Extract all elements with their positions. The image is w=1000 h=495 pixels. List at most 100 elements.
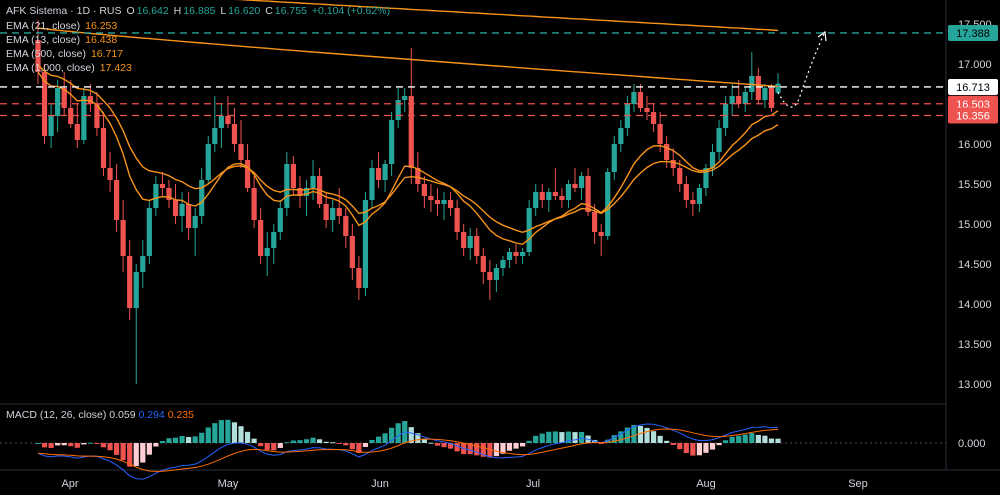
macd-hist-bar bbox=[716, 443, 722, 446]
macd-hist-bar bbox=[35, 443, 41, 444]
open-value: 16.642 bbox=[136, 5, 169, 17]
macd-hist-bar bbox=[48, 443, 54, 448]
candle-body bbox=[441, 200, 447, 204]
candle-body bbox=[310, 176, 316, 188]
macd-hist-bar bbox=[742, 434, 748, 443]
candle-body bbox=[218, 116, 224, 128]
candle-body bbox=[506, 252, 513, 260]
candle-body bbox=[395, 100, 401, 120]
macd-hist-bar bbox=[447, 443, 454, 449]
candle-body bbox=[736, 96, 742, 104]
candle-body bbox=[113, 180, 120, 220]
macd-hist-bar bbox=[120, 443, 126, 461]
macd-hist-bar bbox=[336, 443, 342, 444]
macd-hist-bar bbox=[598, 443, 604, 444]
macd-hist-bar bbox=[513, 443, 519, 449]
ema-13-label: EMA (13, close) bbox=[6, 34, 81, 46]
macd-hist-bar bbox=[159, 441, 166, 443]
macd-hist-bar bbox=[749, 433, 755, 443]
macd-hist-bar bbox=[100, 443, 107, 448]
ema-500-legend[interactable]: EMA (500, close) 16.717 bbox=[6, 47, 125, 61]
candle-body bbox=[238, 144, 244, 160]
candle-body bbox=[61, 88, 67, 108]
candle-body bbox=[41, 72, 48, 136]
macd-hist-bar bbox=[736, 435, 742, 443]
ema-500-line bbox=[37, 27, 779, 88]
candle-body bbox=[690, 200, 696, 204]
macd-hist-bar bbox=[696, 443, 703, 456]
macd-hist-bar bbox=[572, 432, 578, 443]
price-badge-label: 16.356 bbox=[956, 111, 990, 123]
macd-hist-bar bbox=[395, 423, 401, 443]
macd-hist-bar bbox=[637, 425, 644, 443]
symbol-name[interactable]: AFK Sistema · 1D · RUS bbox=[6, 5, 122, 17]
close-label: C bbox=[265, 5, 273, 17]
candle-body bbox=[461, 232, 467, 248]
candle-body bbox=[644, 108, 650, 112]
macd-hist-bar bbox=[303, 439, 310, 443]
macd-signal-line bbox=[37, 428, 779, 472]
macd-hist-bar bbox=[349, 443, 355, 450]
candle-body bbox=[696, 188, 703, 204]
macd-hist-bar bbox=[61, 443, 67, 446]
macd-hist-bar bbox=[153, 443, 159, 447]
ema-1000-legend[interactable]: EMA (1,000, close) 17.423 bbox=[6, 61, 134, 75]
candle-body bbox=[559, 196, 565, 200]
macd-hist-bar bbox=[677, 443, 683, 450]
open-label: O bbox=[126, 5, 135, 17]
candle-body bbox=[598, 232, 604, 236]
macd-hist-bar bbox=[480, 443, 486, 457]
candle-body bbox=[81, 96, 87, 140]
candle-body bbox=[199, 180, 205, 216]
ema-500-value: 16.717 bbox=[90, 48, 124, 60]
change-value: +0.104 (+0.62%) bbox=[311, 5, 391, 17]
candle-body bbox=[513, 252, 519, 256]
macd-legend[interactable]: MACD (12, 26, close) 0.059 0.294 0.235 bbox=[6, 409, 194, 421]
ema-13-value: 16.438 bbox=[85, 34, 118, 46]
candle-body bbox=[480, 256, 486, 272]
macd-hist-bar bbox=[55, 443, 61, 446]
macd-hist-bar bbox=[546, 431, 552, 443]
price-badge bbox=[948, 107, 998, 124]
projection-path bbox=[777, 33, 825, 108]
macd-hist-bar bbox=[244, 431, 251, 443]
macd-line bbox=[37, 423, 779, 480]
macd-hist-bar bbox=[500, 443, 506, 454]
candle-body bbox=[428, 196, 434, 200]
candle-body bbox=[565, 184, 572, 200]
macd-hist-bar bbox=[611, 435, 617, 443]
candle-body bbox=[323, 204, 329, 220]
ema-21-legend[interactable]: EMA (21, close) 16.253 bbox=[6, 19, 119, 33]
candle-body bbox=[408, 96, 414, 168]
candle-body bbox=[251, 188, 257, 220]
macd-hist-bar bbox=[186, 436, 192, 443]
candle-body bbox=[74, 124, 80, 140]
candle-body bbox=[546, 192, 552, 200]
ema-1000-label: EMA (1,000, close) bbox=[6, 62, 95, 74]
macd-hist-value: 0.059 bbox=[109, 409, 136, 421]
candle-body bbox=[421, 184, 427, 196]
macd-hist-bar bbox=[474, 443, 480, 456]
y-tick-label: 14.000 bbox=[958, 299, 992, 311]
ema-13-legend[interactable]: EMA (13, close) 16.438 bbox=[6, 33, 119, 47]
macd-hist-bar bbox=[277, 443, 283, 448]
macd-hist-bar bbox=[539, 433, 545, 443]
macd-hist-bar bbox=[290, 440, 296, 443]
candle-body bbox=[382, 164, 388, 180]
macd-hist-bar bbox=[146, 443, 152, 455]
candle-body bbox=[402, 96, 408, 100]
macd-hist-bar bbox=[389, 427, 395, 443]
candle-body bbox=[100, 128, 107, 168]
candle-body bbox=[166, 188, 172, 200]
candle-body bbox=[120, 220, 126, 256]
candle-body bbox=[657, 124, 663, 144]
macd-hist-bar bbox=[690, 443, 696, 456]
candle-body bbox=[68, 108, 74, 124]
macd-hist-bar bbox=[179, 436, 185, 443]
y-tick-label: 16.000 bbox=[958, 139, 992, 151]
candle-body bbox=[415, 168, 421, 184]
macd-hist-bar bbox=[624, 427, 630, 443]
macd-hist-bar bbox=[271, 443, 277, 451]
macd-line-value: 0.294 bbox=[138, 409, 165, 421]
